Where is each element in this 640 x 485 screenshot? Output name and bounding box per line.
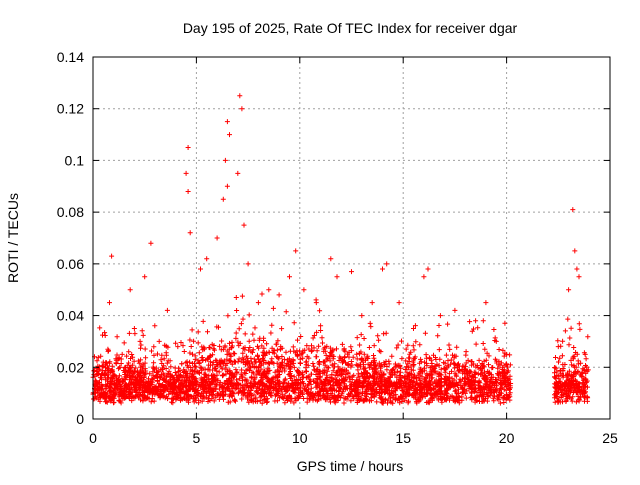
data-point	[483, 300, 489, 306]
data-point	[293, 248, 299, 254]
data-point	[396, 300, 402, 306]
data-point	[183, 170, 189, 176]
data-point	[185, 189, 191, 194]
dense-point-cloud	[90, 291, 591, 406]
data-point	[576, 274, 582, 280]
data-point	[334, 274, 340, 280]
data-point	[421, 274, 427, 280]
data-point	[224, 119, 230, 125]
data-point	[227, 132, 232, 138]
y-tick-label: 0.12	[57, 101, 84, 117]
data-point	[222, 157, 228, 163]
data-point	[131, 326, 137, 331]
y-axis-label: ROTI / TECUs	[5, 193, 21, 283]
data-point	[266, 287, 272, 293]
data-point	[164, 307, 170, 313]
data-point	[555, 344, 561, 350]
y-tick-label: 0.14	[57, 49, 84, 65]
data-point	[142, 274, 148, 280]
data-point	[148, 240, 154, 246]
x-tick-label: 15	[395, 430, 411, 446]
data-point	[328, 256, 334, 262]
data-point	[276, 292, 282, 298]
y-tick-label: 0.02	[57, 359, 84, 375]
data-point	[220, 196, 226, 202]
data-point	[185, 145, 191, 150]
data-point	[224, 183, 230, 189]
data-point	[473, 318, 479, 324]
data-point	[384, 261, 390, 267]
x-tick-label: 10	[292, 430, 308, 446]
data-point	[109, 253, 115, 259]
data-point	[127, 287, 133, 293]
data-point	[287, 274, 292, 280]
x-tick-label: 5	[193, 430, 201, 446]
data-point	[237, 93, 243, 99]
x-axis-label: GPS time / hours	[297, 458, 404, 474]
point-cloud	[90, 291, 591, 406]
y-tick-label: 0.1	[65, 152, 85, 168]
data-point	[198, 266, 203, 272]
y-tick-label: 0.04	[57, 308, 84, 324]
axis-ticks: 0 0.02 0.04 0.06 0.08 0.1 0.12 0.14 0 5 10 15 20 25	[57, 49, 618, 446]
data-point	[582, 351, 588, 357]
data-point	[574, 266, 580, 272]
x-tick-label: 25	[602, 430, 618, 446]
data-point	[241, 222, 247, 228]
data-point	[245, 261, 251, 267]
plot-frame	[92, 56, 611, 420]
data-point	[313, 300, 319, 306]
data-points	[94, 93, 588, 391]
data-point	[204, 256, 210, 262]
data-point	[94, 385, 100, 391]
x-tick-label: 0	[89, 430, 97, 446]
data-point	[452, 307, 458, 313]
data-point	[369, 300, 375, 306]
chart-title: Day 195 of 2025, Rate Of TEC Index for r…	[183, 20, 518, 36]
data-point	[380, 266, 385, 272]
data-point	[572, 248, 578, 254]
data-point	[107, 300, 112, 306]
data-point	[100, 359, 106, 365]
y-tick-label: 0	[76, 411, 84, 427]
grid-layer	[93, 57, 610, 419]
data-point	[214, 235, 220, 241]
data-point	[425, 266, 431, 272]
data-point	[437, 313, 443, 319]
data-point	[504, 351, 510, 357]
data-point	[301, 287, 307, 293]
data-point	[349, 269, 354, 275]
data-point	[411, 326, 416, 331]
data-point	[187, 230, 193, 236]
y-tick-label: 0.08	[57, 204, 84, 220]
data-point	[239, 106, 245, 112]
data-point	[175, 344, 181, 350]
data-point	[255, 300, 261, 306]
data-point	[156, 338, 162, 344]
data-point	[117, 364, 123, 370]
data-point	[566, 287, 572, 293]
y-tick-label: 0.06	[57, 256, 84, 272]
data-point	[235, 170, 241, 176]
data-point	[570, 207, 576, 213]
data-point	[493, 338, 499, 344]
x-tick-label: 20	[499, 430, 515, 446]
data-point	[359, 313, 365, 319]
